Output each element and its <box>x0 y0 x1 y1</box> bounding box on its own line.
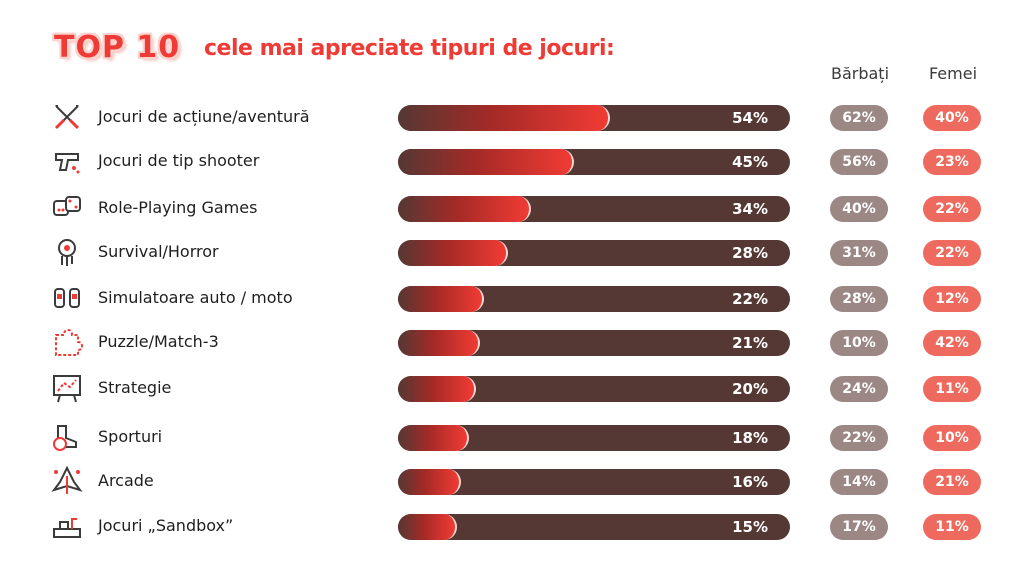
category-label: Arcade <box>98 471 154 490</box>
women-value-pill: 22% <box>923 196 981 222</box>
bar-fill <box>398 196 531 222</box>
men-value-pill: 40% <box>830 196 888 222</box>
category-label: Role-Playing Games <box>98 198 258 217</box>
bar-value-label: 22% <box>732 290 768 308</box>
women-value-pill: 40% <box>923 105 981 131</box>
women-value-pill: 12% <box>923 286 981 312</box>
women-value-pill: 22% <box>923 240 981 266</box>
men-value-pill: 17% <box>830 514 888 540</box>
men-value-pill: 28% <box>830 286 888 312</box>
bar-track: 20% <box>398 376 790 402</box>
category-label: Simulatoare auto / moto <box>98 288 293 307</box>
category-label: Survival/Horror <box>98 242 219 261</box>
men-value-pill: 31% <box>830 240 888 266</box>
crossed-swords-icon <box>50 100 84 134</box>
bar-track: 16% <box>398 469 790 495</box>
dice-icon <box>50 191 84 225</box>
bar-fill <box>398 376 476 402</box>
zombie-head-icon <box>50 235 84 269</box>
bar-value-label: 20% <box>732 380 768 398</box>
bar-fill <box>398 286 484 312</box>
category-label: Jocuri de acțiune/aventură <box>98 107 310 126</box>
column-header-women: Femei <box>928 64 978 83</box>
bar-track: 22% <box>398 286 790 312</box>
category-label: Puzzle/Match-3 <box>98 332 219 351</box>
bar-value-label: 16% <box>732 473 768 491</box>
women-value-pill: 10% <box>923 425 981 451</box>
bar-value-label: 45% <box>732 153 768 171</box>
category-label: Jocuri „Sandbox” <box>98 516 234 535</box>
women-value-pill: 21% <box>923 469 981 495</box>
bar-fill <box>398 514 457 540</box>
bar-value-label: 34% <box>732 200 768 218</box>
chart-row: Role-Playing Games 34% 40% 22% <box>0 194 1024 224</box>
chart-row: Simulatoare auto / moto 22% 28% 12% <box>0 284 1024 314</box>
chart-row: Jocuri de tip shooter 45% 56% 23% <box>0 147 1024 177</box>
chart-row: Jocuri „Sandbox” 15% 17% 11% <box>0 512 1024 542</box>
men-value-pill: 24% <box>830 376 888 402</box>
chart-row: Sporturi 18% 22% 10% <box>0 423 1024 453</box>
category-label: Jocuri de tip shooter <box>98 151 260 170</box>
bar-track: 21% <box>398 330 790 356</box>
column-header-men: Bărbați <box>830 64 890 83</box>
race-cars-icon <box>50 281 84 315</box>
bar-track: 54% <box>398 105 790 131</box>
bar-value-label: 28% <box>732 244 768 262</box>
bar-track: 45% <box>398 149 790 175</box>
sandbox-blocks-icon <box>50 509 84 543</box>
women-value-pill: 42% <box>923 330 981 356</box>
bar-track: 18% <box>398 425 790 451</box>
category-label: Sporturi <box>98 427 163 446</box>
women-value-pill: 23% <box>923 149 981 175</box>
arcade-ship-icon <box>50 464 84 498</box>
strategy-board-icon <box>50 371 84 405</box>
chart-row: Survival/Horror 28% 31% 22% <box>0 238 1024 268</box>
bar-fill <box>398 105 610 131</box>
bar-track: 34% <box>398 196 790 222</box>
bar-value-label: 21% <box>732 334 768 352</box>
bar-value-label: 18% <box>732 429 768 447</box>
chart-row: Strategie 20% 24% 11% <box>0 374 1024 404</box>
chart-row: Puzzle/Match-3 21% 10% 42% <box>0 328 1024 358</box>
bar-fill <box>398 149 574 175</box>
bar-value-label: 54% <box>732 109 768 127</box>
bar-track: 15% <box>398 514 790 540</box>
men-value-pill: 62% <box>830 105 888 131</box>
bar-track: 28% <box>398 240 790 266</box>
bar-value-label: 15% <box>732 518 768 536</box>
chart-row: Arcade 16% 14% 21% <box>0 464 1024 498</box>
women-value-pill: 11% <box>923 514 981 540</box>
men-value-pill: 56% <box>830 149 888 175</box>
category-label: Strategie <box>98 378 172 397</box>
bar-fill <box>398 240 508 266</box>
pistol-icon <box>50 144 84 178</box>
puzzle-piece-icon <box>50 325 84 359</box>
chart-subtitle: cele mai apreciate tipuri de jocuri: <box>204 36 615 61</box>
men-value-pill: 14% <box>830 469 888 495</box>
bar-fill <box>398 330 480 356</box>
bar-fill <box>398 425 469 451</box>
soccer-boot-ball-icon <box>50 420 84 454</box>
women-value-pill: 11% <box>923 376 981 402</box>
men-value-pill: 22% <box>830 425 888 451</box>
top10-badge: TOP 10 <box>54 30 181 65</box>
chart-row: Jocuri de acțiune/aventură 54% 62% 40% <box>0 103 1024 133</box>
men-value-pill: 10% <box>830 330 888 356</box>
bar-fill <box>398 469 461 495</box>
